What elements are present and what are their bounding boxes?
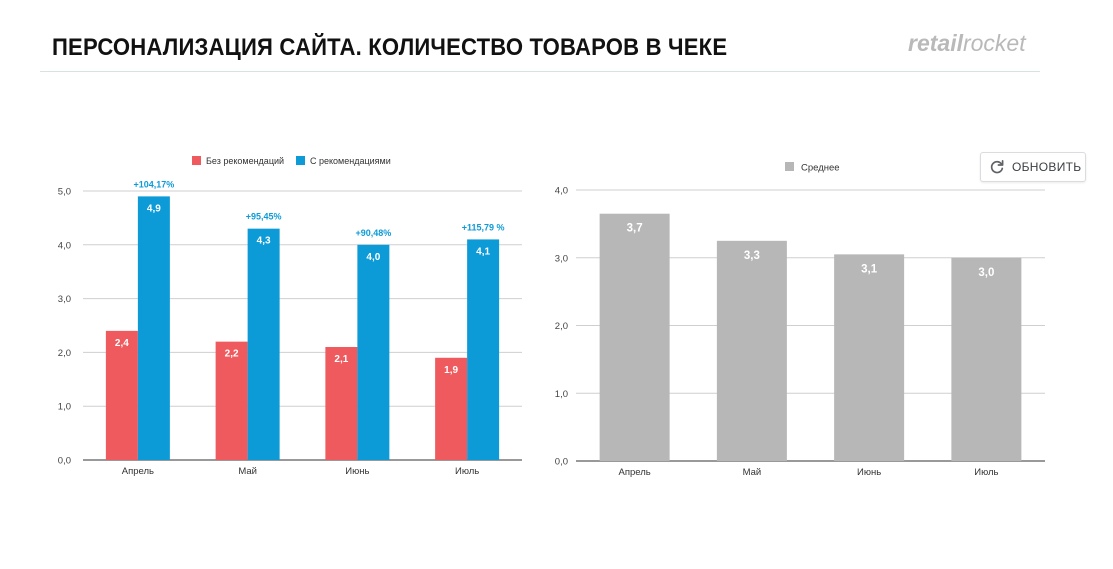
bar-value-label: 3,1 [861,263,878,275]
logo-text-light: rocket [962,30,1026,56]
bar [105,330,138,460]
bar-value-label: 4,3 [257,236,271,247]
legend-label: С рекомендациями [310,156,391,166]
legend-label: Среднее [801,163,840,174]
y-tick-label: 2,0 [58,348,71,359]
brand-logo: retailrocket [908,30,1026,57]
refresh-icon [990,159,1004,174]
legend-swatch [785,162,794,171]
legend-swatch [296,156,305,165]
x-tick-label: Июль [455,466,479,477]
growth-annotation: +104,17% [133,179,174,189]
bar-value-label: 3,7 [627,223,643,235]
bar [467,239,500,460]
bar [435,357,468,460]
y-tick-label: 3,0 [555,253,568,264]
page-title: ПЕРСОНАЛИЗАЦИЯ САЙТА. КОЛИЧЕСТВО ТОВАРОВ… [52,34,728,61]
x-tick-label: Июль [974,467,998,478]
bar [716,240,787,461]
legend-swatch [192,156,201,165]
x-tick-label: Апрель [619,467,651,478]
y-tick-label: 4,0 [58,240,71,251]
x-tick-label: Май [743,467,762,478]
chart-items-per-order-by-recommendation: 0,0 1,0 2,0 3,0 4,0 5,0 Апрель 2,4 4,9 +104,17% Ма… [58,156,522,477]
y-tick-label: 0,0 [555,457,568,468]
bar [599,213,670,461]
y-tick-label: 1,0 [555,389,568,400]
bar-value-label: 3,0 [978,267,994,279]
bar-value-label: 3,3 [744,250,760,262]
y-tick-label: 5,0 [58,187,71,198]
bar [247,228,280,460]
bar [325,347,358,460]
legend-label: Без рекомендаций [206,156,284,166]
logo-text-bold: retail [908,30,963,56]
growth-annotation: +95,45% [246,212,282,222]
bar-value-label: 2,1 [334,354,348,365]
y-tick-label: 4,0 [555,186,568,197]
bar-value-label: 4,0 [366,252,380,263]
refresh-button-label: ОБНОВИТЬ [1012,160,1082,174]
bar [357,244,390,460]
bar-value-label: 4,9 [147,203,161,214]
bar [951,257,1022,461]
growth-annotation: +90,48% [355,228,391,238]
bar-value-label: 2,2 [225,349,239,360]
bar-value-label: 1,9 [444,365,458,376]
x-tick-label: Июнь [345,466,369,477]
refresh-button[interactable]: ОБНОВИТЬ [980,152,1086,182]
bar [215,341,248,460]
x-tick-label: Май [238,466,257,477]
bar [137,196,170,460]
growth-annotation: +115,79 % [462,222,505,232]
bar [834,254,905,461]
bar-value-label: 2,4 [115,338,129,349]
y-tick-label: 1,0 [58,402,71,413]
x-tick-label: Апрель [122,466,154,477]
y-tick-label: 0,0 [58,456,71,467]
x-tick-label: Июнь [857,467,881,478]
y-tick-label: 2,0 [555,321,568,332]
y-tick-label: 3,0 [58,294,71,305]
title-divider [40,71,1040,72]
bar-value-label: 4,1 [476,246,490,257]
chart-average-items-per-order: 0,0 1,0 2,0 3,0 4,0 Апрель 3,7 Май 3,3 Июнь 3,1 Июл… [555,162,1045,478]
